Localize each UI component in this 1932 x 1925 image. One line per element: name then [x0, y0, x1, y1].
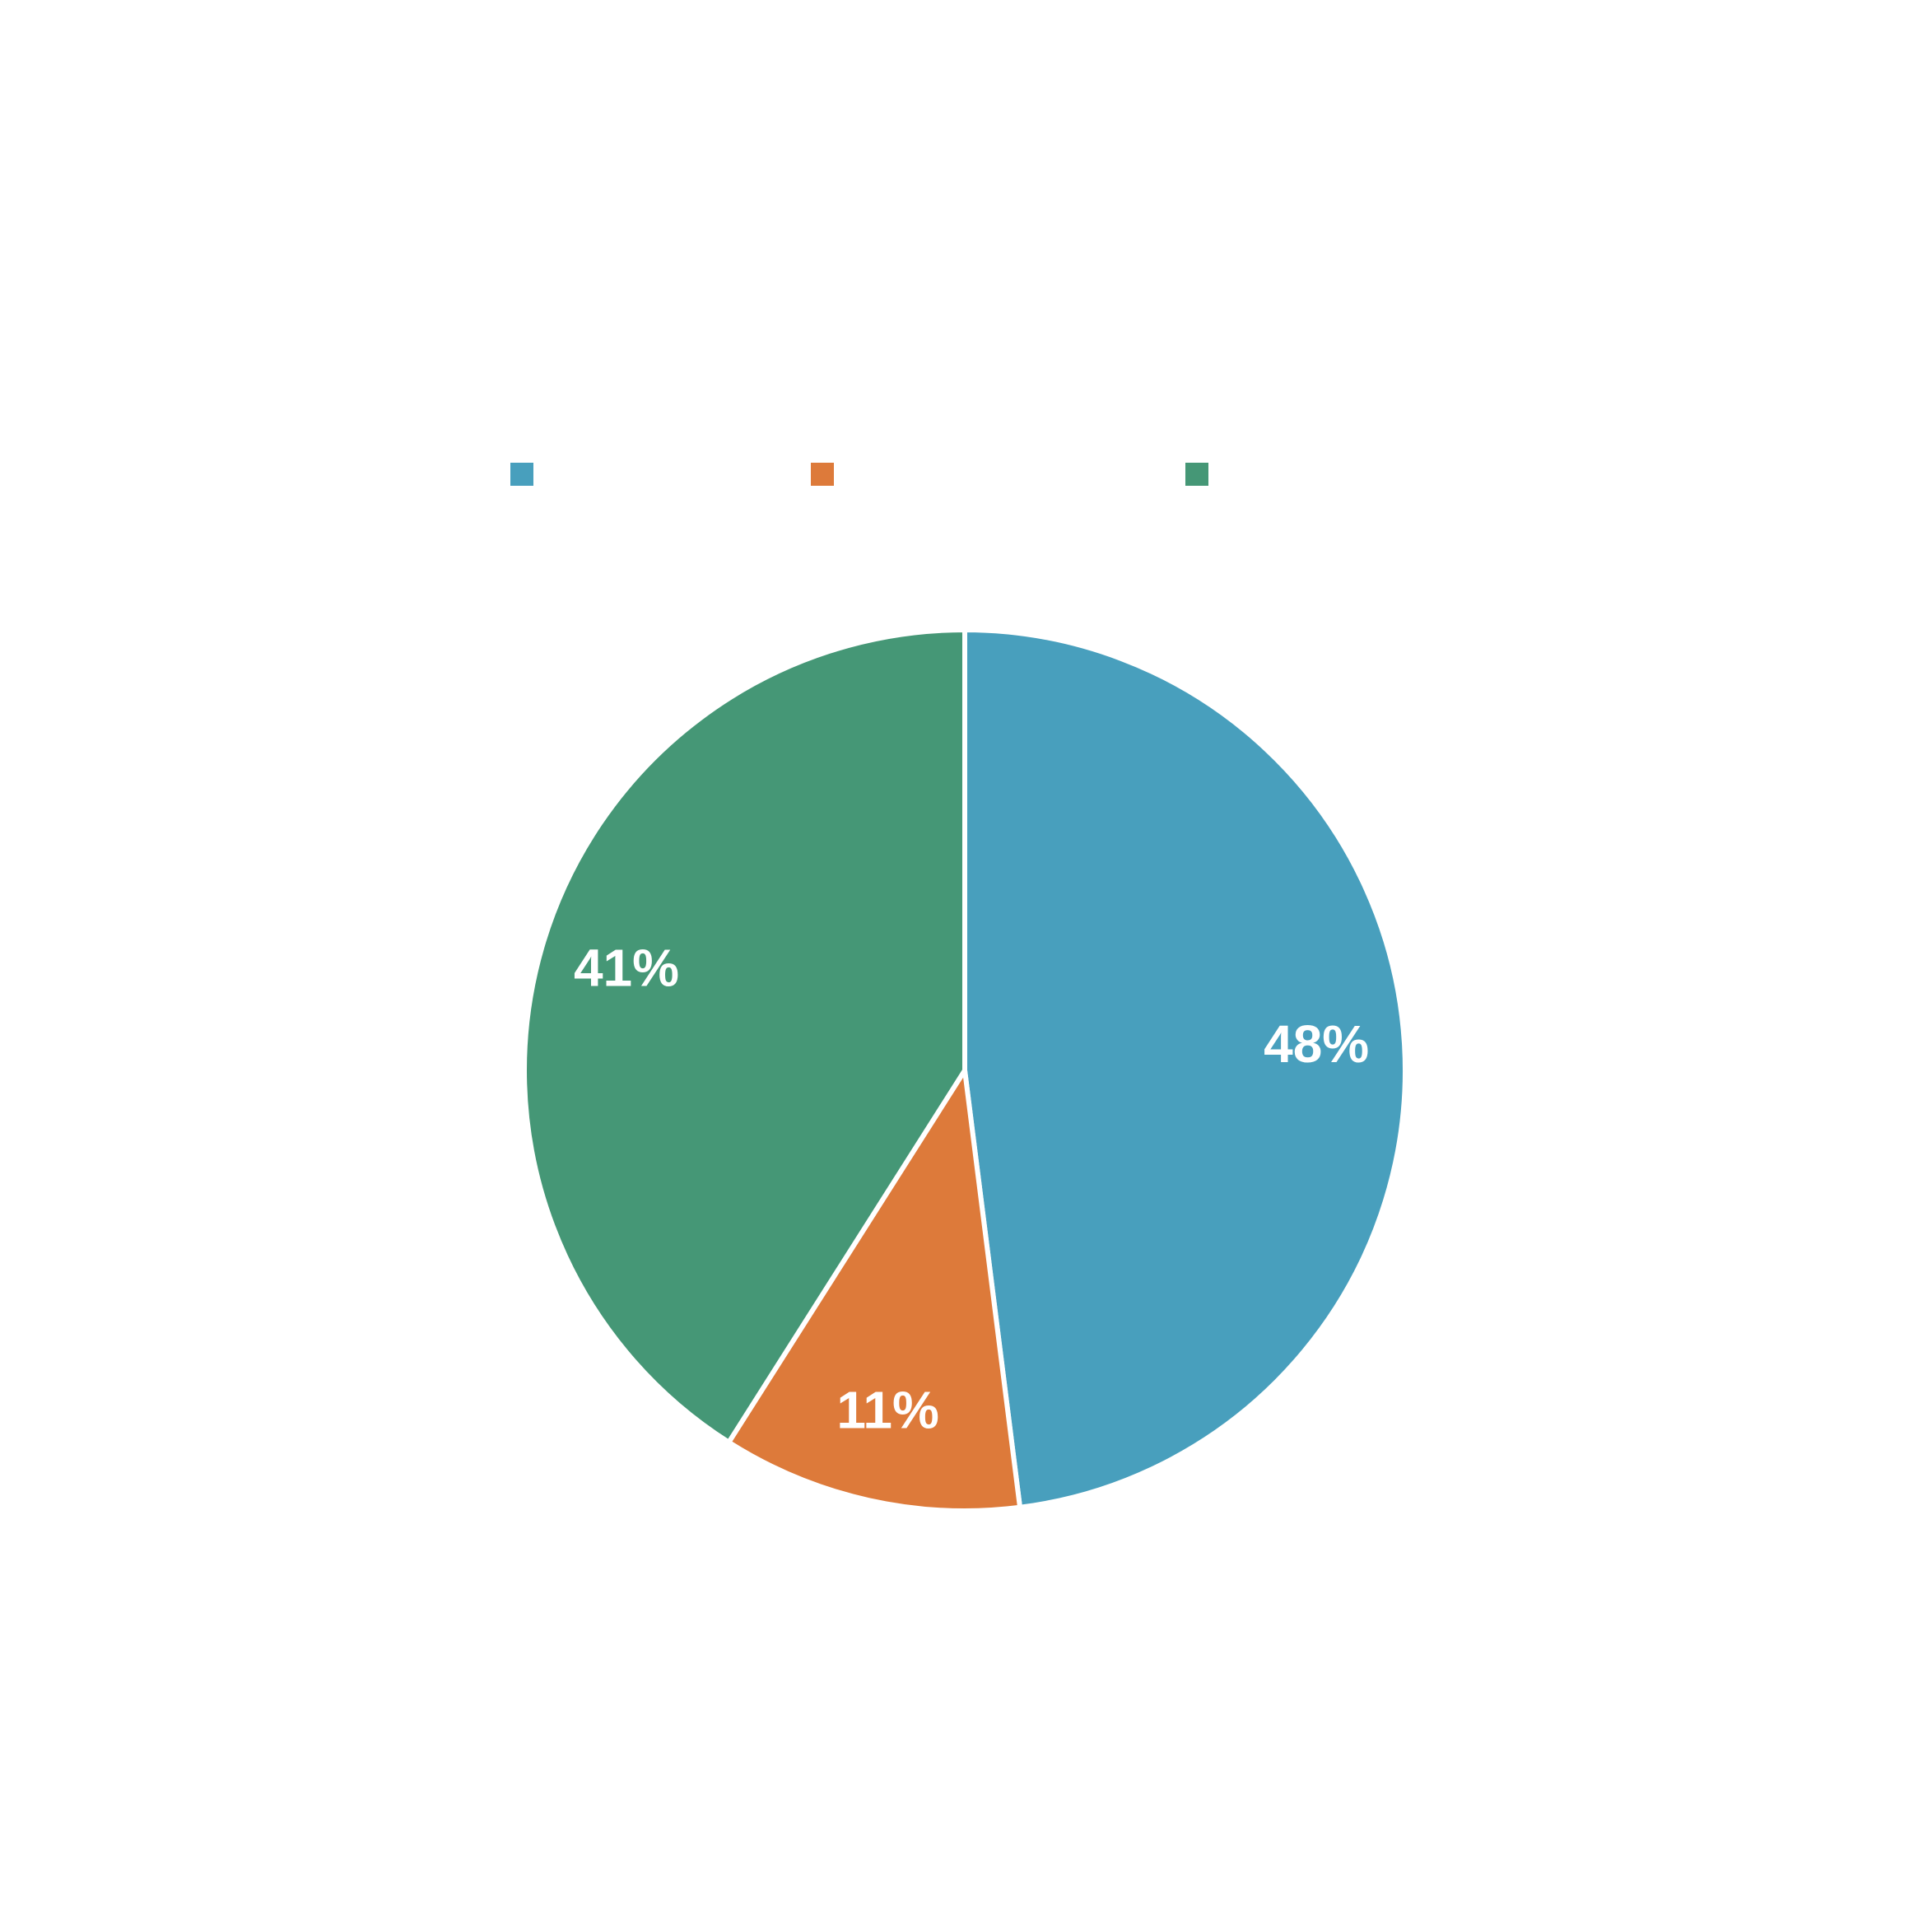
slice-label-3: 41%	[574, 938, 679, 997]
pie-slice-3	[521, 627, 967, 1445]
legend-swatch-3	[1185, 463, 1208, 486]
slice-label-1: 48%	[1264, 1014, 1369, 1074]
slice-label-2: 11%	[836, 1381, 939, 1440]
pie-slices	[521, 627, 1408, 1513]
legend-swatch-1	[510, 463, 533, 486]
slice-labels: 48% 11% 41%	[574, 938, 1369, 1439]
legend-swatch-2	[811, 463, 834, 486]
pie-slice-2	[726, 1068, 1023, 1513]
legend	[510, 463, 1208, 486]
pie-slice-1	[962, 627, 1408, 1510]
